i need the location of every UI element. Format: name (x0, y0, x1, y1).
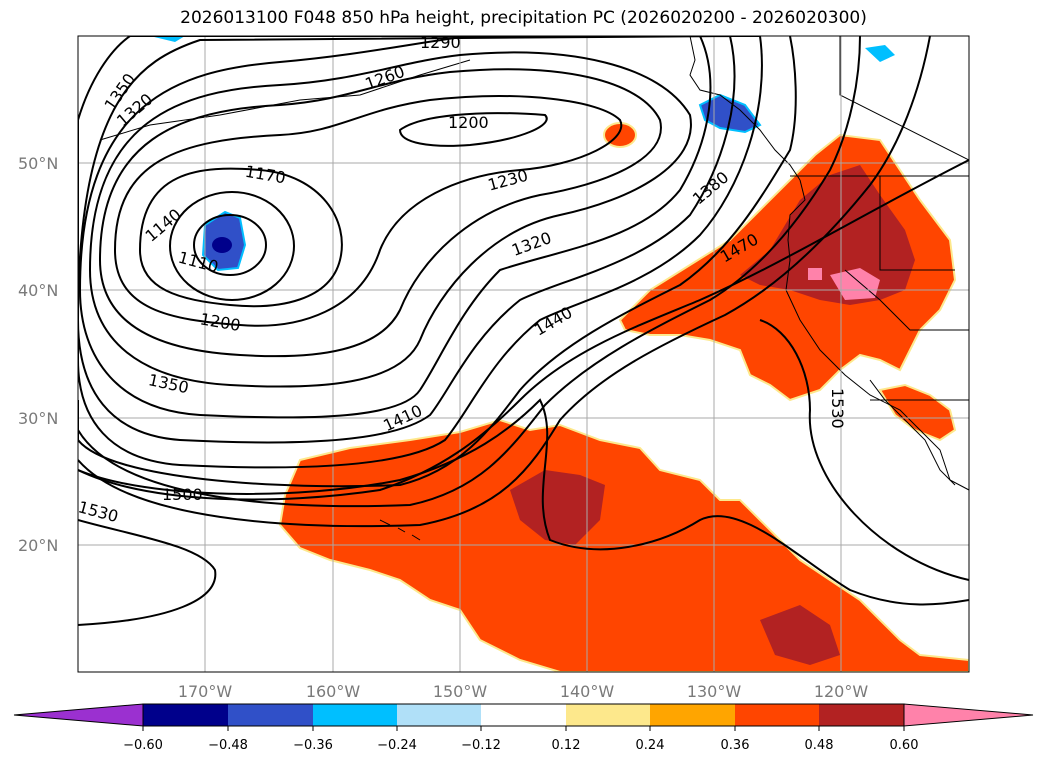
contour-1350 (78, 36, 763, 469)
contour-1290 (78, 36, 712, 419)
height-contours (78, 36, 969, 626)
colorbar-tick-label: 0.24 (636, 738, 665, 753)
contour-label: 1200 (448, 113, 489, 132)
contour-1470 (78, 159, 969, 501)
colorbar-segment (397, 704, 481, 726)
colorbar-segment (819, 704, 904, 726)
contour-1410 (78, 36, 861, 508)
contour-1110 (193, 214, 267, 276)
colorbar-ticks (142, 726, 905, 731)
coastline-aleutians (99, 59, 471, 141)
colorbar-tick-label: −0.48 (208, 738, 248, 753)
contour-1320 (78, 36, 736, 444)
colorbar-segment (228, 704, 313, 726)
precip-max-pink-small (808, 268, 822, 280)
colorbar-segment (566, 704, 650, 726)
precip-core-southeast (760, 605, 840, 665)
colorbar-tick-label: 0.36 (721, 738, 750, 753)
colorbar-segment (650, 704, 735, 726)
colorbar-segment (481, 704, 566, 726)
colorbar-segment (313, 704, 397, 726)
contour-1170 (138, 167, 343, 308)
boundary-states-b (844, 269, 969, 331)
lat-labels: 50°N 40°N 30°N 20°N (18, 154, 58, 555)
lon-label: 120°W (814, 682, 869, 701)
colorbar-extend-high (903, 703, 1034, 727)
lon-label: 140°W (560, 682, 615, 701)
contour-label: 1530 (828, 388, 847, 429)
coastline-hawaii (379, 519, 421, 541)
coastline-alaska (689, 36, 801, 181)
precip-negative-north (865, 45, 895, 62)
lon-label: 170°W (178, 682, 233, 701)
precip-max-pink (830, 268, 880, 300)
lat-label: 20°N (18, 536, 58, 555)
precip-negative-core (212, 237, 232, 253)
colorbar-segment (735, 704, 819, 726)
coastline-baja (869, 379, 956, 486)
contour-1500 (78, 398, 969, 606)
contour-1200-inner (398, 112, 548, 147)
lat-label: 30°N (18, 409, 58, 428)
lat-label: 50°N (18, 154, 58, 173)
colorbar-tick-label: −0.12 (461, 738, 501, 753)
colorbar: −0.60 −0.48 −0.36 −0.24 −0.12 0.12 0.24 … (13, 703, 1034, 753)
colorbar-tick-label: −0.60 (123, 738, 163, 753)
lat-label: 40°N (18, 281, 58, 300)
map-title: 2026013100 F048 850 hPa height, precipit… (180, 8, 867, 28)
contour-label: 1290 (420, 33, 461, 52)
map-frame (77, 35, 970, 673)
precip-positive-layer (278, 122, 969, 672)
contour-1260 (88, 51, 692, 388)
colorbar-tick-label: 0.48 (805, 738, 834, 753)
lon-label: 160°W (306, 682, 361, 701)
gridlines (78, 36, 969, 672)
contour-1380 (78, 36, 797, 488)
contour-1530-east (759, 319, 969, 581)
lon-label: 130°W (687, 682, 742, 701)
colorbar-frame (142, 703, 905, 727)
colorbar-extend-low (13, 703, 144, 727)
lon-label: 150°W (433, 682, 488, 701)
coastline-west-coast (785, 179, 969, 491)
contour-1530 (78, 519, 217, 626)
precip-baja (878, 383, 957, 442)
coastlines (99, 36, 969, 541)
colorbar-tick-label: −0.36 (293, 738, 333, 753)
lon-labels: 170°W 160°W 150°W 140°W 130°W 120°W (178, 682, 869, 701)
contour-1230 (98, 68, 662, 358)
colorbar-segment (143, 704, 228, 726)
precip-core-subtropical (510, 470, 605, 545)
colorbar-tick-label: 0.12 (552, 738, 581, 753)
contour-label: 1500 (162, 485, 203, 504)
boundary-west-lon (839, 36, 969, 161)
contour-1440 (78, 36, 931, 528)
colorbar-tick-label: −0.24 (377, 738, 417, 753)
precip-negative-northwest (150, 36, 185, 42)
colorbar-tick-label: 0.60 (890, 738, 919, 753)
contour-1200 (113, 95, 623, 327)
contour-1140 (169, 191, 295, 301)
